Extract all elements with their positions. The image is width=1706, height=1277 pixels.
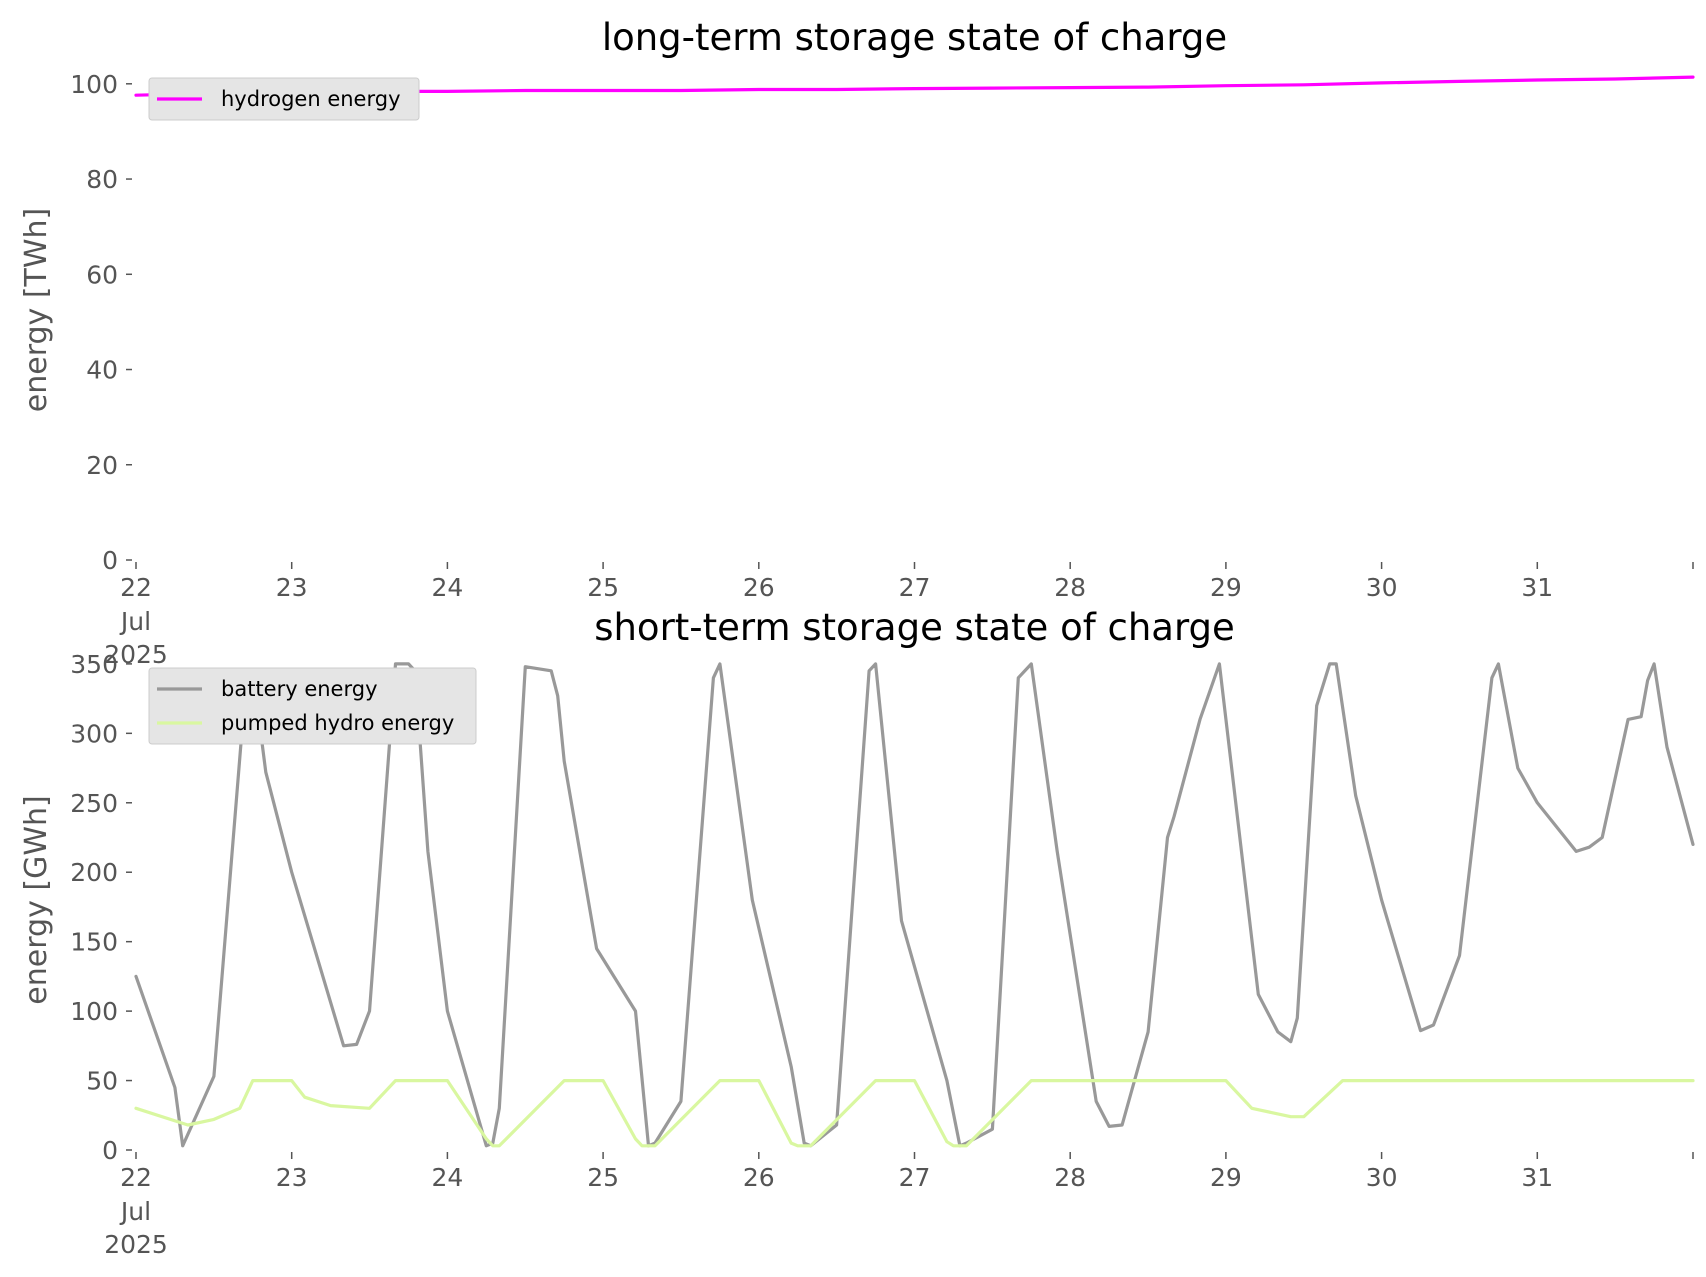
legend-label: battery energy	[221, 677, 378, 701]
x-tick-label: 24	[431, 573, 463, 602]
chart-title: long-term storage state of charge	[602, 16, 1227, 59]
x-tick-sublabel: Jul	[119, 1197, 151, 1226]
y-tick-label: 60	[86, 260, 118, 289]
y-tick-label: 20	[86, 451, 118, 480]
y-tick-label: 80	[86, 165, 118, 194]
x-tick-label: 23	[276, 1163, 308, 1192]
y-tick-label: 50	[86, 1067, 118, 1096]
legend-box	[148, 667, 477, 745]
x-tick-sublabel: 2025	[104, 640, 168, 669]
series-line-pumped-hydro-energy	[134, 1078, 1695, 1148]
y-tick-label: 0	[102, 1136, 118, 1165]
x-tick-sublabel: 2025	[104, 1230, 168, 1259]
y-axis-label: energy [GWh]	[19, 795, 54, 1004]
x-tick-label: 27	[899, 573, 931, 602]
x-tick-label: 22	[120, 573, 152, 602]
x-tick-label: 31	[1521, 573, 1553, 602]
x-tick-label: 28	[1054, 573, 1086, 602]
x-tick-label: 31	[1521, 1163, 1553, 1192]
y-axis-label: energy [TWh]	[19, 208, 54, 412]
chart-panel-1: long-term storage state of charge energy …	[19, 16, 1695, 669]
x-tick-label: 26	[743, 1163, 775, 1192]
x-tick-label: 22	[120, 1163, 152, 1192]
x-tick-label: 25	[587, 1163, 619, 1192]
x-tick-label: 24	[431, 1163, 463, 1192]
y-tick-label: 350	[70, 650, 118, 679]
x-tick-label: 27	[899, 1163, 931, 1192]
chart-title: short-term storage state of charge	[594, 606, 1235, 649]
y-tick-label: 200	[70, 858, 118, 887]
legend-box	[148, 77, 420, 121]
x-tick-label: 29	[1210, 573, 1242, 602]
legend: hydrogen energy	[148, 77, 420, 121]
x-tick-label: 30	[1366, 573, 1398, 602]
y-tick-label: 100	[70, 997, 118, 1026]
x-tick-label: 26	[743, 573, 775, 602]
x-tick-sublabel: Jul	[119, 607, 151, 636]
y-tick-label: 100	[70, 70, 118, 99]
x-tick-label: 29	[1210, 1163, 1242, 1192]
x-tick-label: 28	[1054, 1163, 1086, 1192]
y-tick-label: 150	[70, 928, 118, 957]
chart-panel-2: short-term storage state of charge energy…	[19, 606, 1695, 1259]
y-tick-label: 250	[70, 789, 118, 818]
y-tick-label: 300	[70, 719, 118, 748]
legend-label: hydrogen energy	[221, 87, 401, 111]
x-tick-label: 25	[587, 573, 619, 602]
y-tick-label: 40	[86, 356, 118, 385]
x-tick-label: 23	[276, 573, 308, 602]
legend-label: pumped hydro energy	[221, 711, 454, 735]
x-tick-label: 30	[1366, 1163, 1398, 1192]
legend: battery energy pumped hydro energy	[148, 667, 477, 745]
y-tick-label: 0	[102, 546, 118, 575]
